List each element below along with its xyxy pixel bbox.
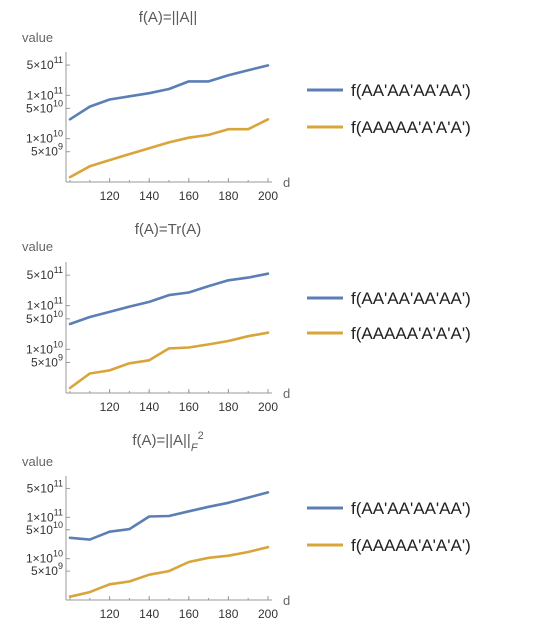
y-tick-label: 5×1011: [27, 265, 63, 282]
y-tick-exponent: 11: [54, 55, 63, 65]
y-tick-exponent: 11: [54, 265, 63, 275]
y-tick-mantissa: 5×10: [26, 101, 53, 115]
y-tick-exponent: 9: [58, 142, 63, 152]
y-tick-label: 5×109: [31, 142, 63, 159]
series-line-2: [68, 545, 270, 599]
title-subscript: F: [191, 442, 199, 454]
y-tick-exponent: 11: [54, 478, 63, 488]
legend-label: f(AAAAA'A'A'A'): [351, 324, 471, 343]
y-tick-exponent: 10: [53, 98, 63, 108]
y-tick-exponent: 10: [53, 129, 63, 139]
y-tick-mantissa: 1×10: [27, 510, 54, 524]
series-line-1: [68, 64, 270, 121]
x-axis-label: d: [283, 593, 290, 608]
y-tick-exponent: 11: [54, 296, 63, 306]
y-tick-exponent: 10: [53, 309, 63, 319]
x-tick-label: 160: [179, 607, 199, 621]
x-tick-label: 180: [218, 607, 238, 621]
x-tick-label: 120: [100, 189, 120, 203]
y-tick-mantissa: 1×10: [26, 552, 53, 566]
title-superscript: 2: [198, 430, 204, 442]
x-tick-label: 120: [100, 400, 120, 414]
chart-title: f(A)=Tr(A): [135, 221, 202, 238]
y-tick-label: 1×1011: [27, 85, 63, 102]
y-tick-mantissa: 5×10: [31, 564, 58, 578]
y-tick-mantissa: 5×10: [26, 312, 53, 326]
y-tick-exponent: 10: [53, 339, 63, 349]
series-line-2: [68, 118, 270, 179]
y-tick-mantissa: 5×10: [27, 58, 54, 72]
x-tick-label: 160: [179, 400, 199, 414]
y-axis-label: value: [22, 30, 53, 45]
x-tick-label: 120: [100, 607, 120, 621]
x-tick-label: 160: [179, 189, 199, 203]
legend-label: f(AA'AA'AA'AA'): [351, 289, 471, 308]
x-tick-label: 140: [139, 400, 159, 414]
y-tick-label: 5×109: [31, 352, 63, 369]
series-line-2: [68, 331, 270, 390]
y-tick-exponent: 9: [58, 561, 63, 571]
y-tick-mantissa: 5×10: [27, 481, 54, 495]
y-tick-label: 1×1010: [26, 129, 63, 146]
x-tick-label: 180: [218, 189, 238, 203]
x-tick-label: 200: [258, 189, 278, 203]
x-tick-label: 200: [258, 400, 278, 414]
chart-title: f(A)=||A||: [139, 9, 198, 26]
x-tick-label: 200: [258, 607, 278, 621]
y-tick-label: 1×1011: [27, 296, 63, 313]
y-axis-label: value: [22, 239, 53, 254]
legend-label: f(AAAAA'A'A'A'): [351, 536, 471, 555]
y-tick-mantissa: 1×10: [27, 88, 54, 102]
y-tick-mantissa: 5×10: [27, 268, 54, 282]
y-tick-label: 1×1011: [27, 507, 63, 524]
legend-label: f(AA'AA'AA'AA'): [351, 499, 471, 518]
y-tick-label: 1×1010: [26, 339, 63, 356]
y-tick-label: 1×1010: [26, 549, 63, 566]
series-line-1: [68, 272, 270, 326]
x-tick-label: 140: [139, 607, 159, 621]
chart-title: f(A)=||A||F2: [132, 430, 203, 454]
y-tick-exponent: 9: [58, 352, 63, 362]
x-tick-label: 180: [218, 400, 238, 414]
y-tick-mantissa: 1×10: [26, 342, 53, 356]
series-line-1: [68, 491, 270, 541]
y-tick-label: 5×1011: [27, 55, 63, 72]
y-tick-label: 5×1010: [26, 520, 63, 537]
y-tick-label: 5×1010: [26, 309, 63, 326]
y-tick-mantissa: 5×10: [31, 355, 58, 369]
y-tick-mantissa: 5×10: [26, 523, 53, 537]
y-tick-exponent: 10: [53, 520, 63, 530]
x-axis-label: d: [283, 386, 290, 401]
x-tick-label: 140: [139, 189, 159, 203]
y-tick-exponent: 10: [53, 549, 63, 559]
y-tick-mantissa: 1×10: [27, 299, 54, 313]
y-tick-label: 5×1011: [27, 478, 63, 495]
y-axis-label: value: [22, 454, 53, 469]
y-tick-mantissa: 5×10: [31, 145, 58, 159]
y-tick-exponent: 11: [54, 85, 63, 95]
x-axis-label: d: [283, 175, 290, 190]
y-tick-label: 5×1010: [26, 98, 63, 115]
legend-label: f(AA'AA'AA'AA'): [351, 81, 471, 100]
legend-label: f(AAAAA'A'A'A'): [351, 118, 471, 137]
y-tick-exponent: 11: [54, 507, 63, 517]
y-tick-label: 5×109: [31, 561, 63, 578]
y-tick-mantissa: 1×10: [26, 132, 53, 146]
